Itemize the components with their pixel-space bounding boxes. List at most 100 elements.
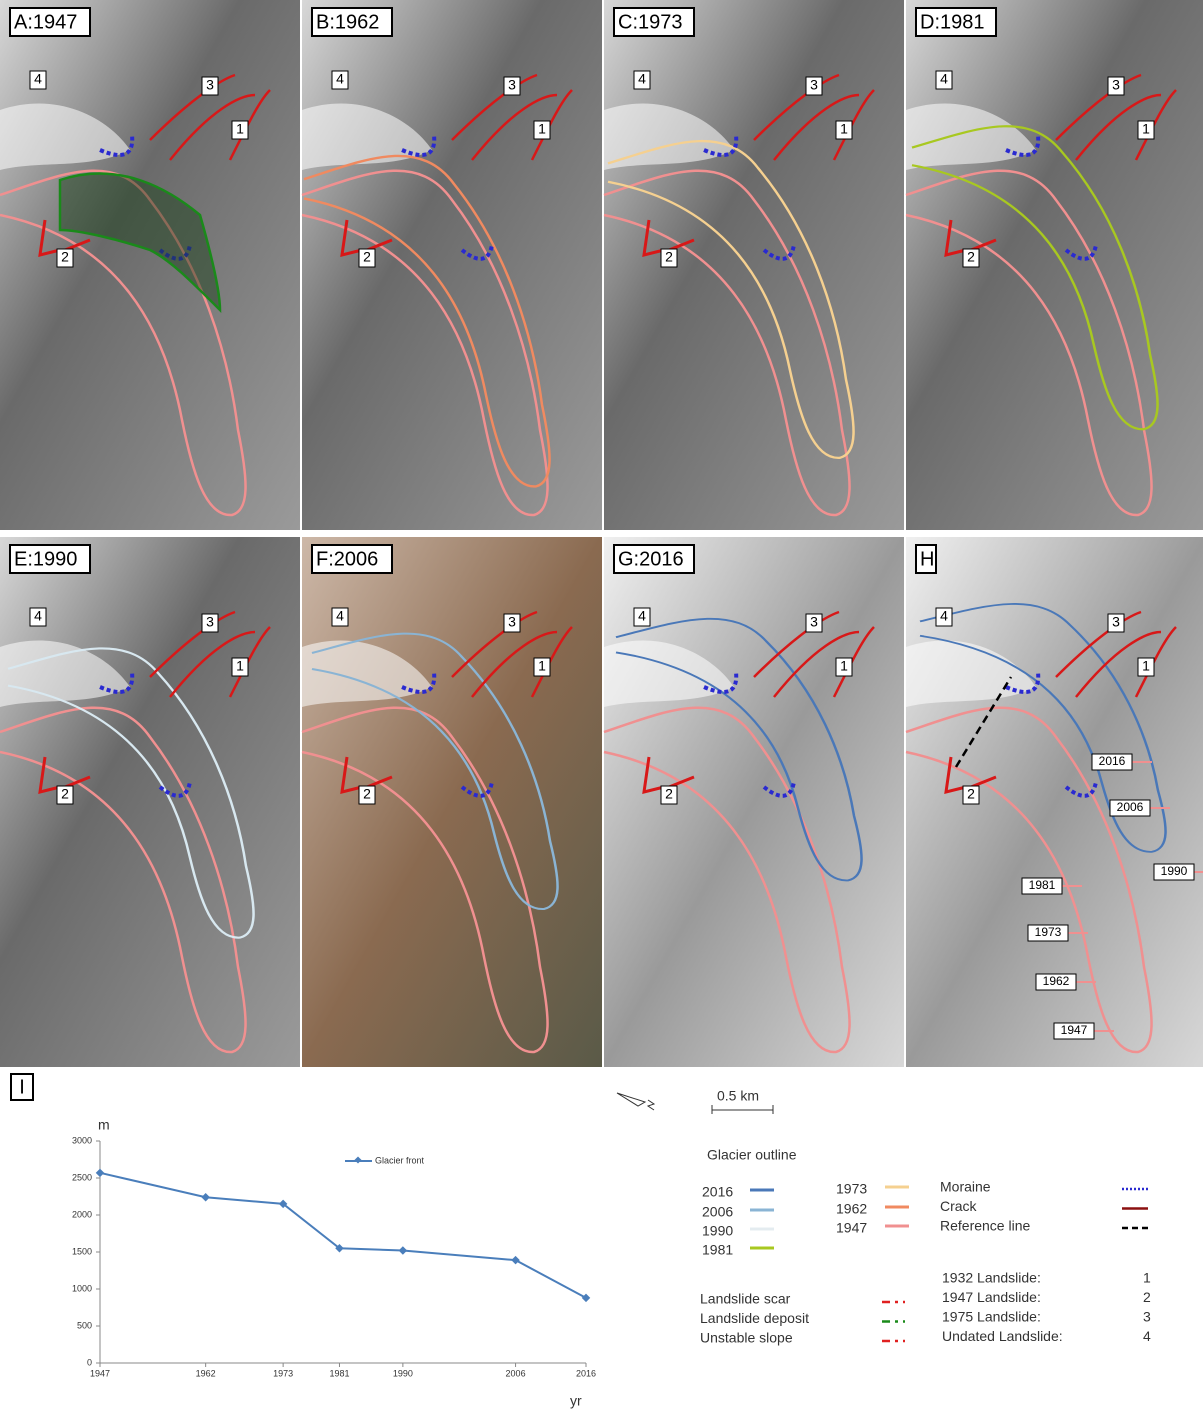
legend-label: Moraine	[940, 1179, 991, 1195]
map-panel: E:1990 4 3 1 2	[0, 537, 300, 1067]
landslide-marker: 1	[538, 658, 546, 674]
y-tick-label: 3000	[72, 1135, 92, 1145]
landslide-marker: 2	[967, 786, 975, 802]
map-panel: B:1962 4 3 1 2	[302, 0, 602, 530]
point	[201, 1193, 209, 1201]
map-panel: F:2006 4 3 1 2	[302, 537, 602, 1067]
legend-point	[354, 1156, 361, 1163]
legend-label: Glacier front	[375, 1155, 425, 1165]
x-axis-label: yr	[570, 1393, 582, 1409]
landslide-marker: 3	[206, 614, 214, 630]
y-axis-label: m	[98, 1117, 110, 1133]
legend-label: 2006	[702, 1204, 733, 1220]
panel-label: F:2006	[316, 548, 378, 570]
landslide-marker: 1	[538, 121, 546, 137]
y-tick-label: 2000	[72, 1209, 92, 1219]
landslide-marker: 1	[236, 658, 244, 674]
legend-label: 1975 Landslide:	[942, 1309, 1041, 1325]
legend-label: Crack	[940, 1198, 978, 1214]
legend-label: 2016	[702, 1184, 733, 1200]
y-tick-label: 2500	[72, 1172, 92, 1182]
legend-label: 1947 Landslide:	[942, 1289, 1041, 1305]
legend-id: 1	[1143, 1270, 1151, 1286]
panel-label: C:1973	[618, 11, 683, 33]
x-tick-label: 1973	[273, 1368, 293, 1378]
year-tag: 1973	[1035, 925, 1062, 939]
landslide-marker: 2	[61, 786, 69, 802]
point	[511, 1256, 519, 1264]
year-tag: 1962	[1043, 974, 1070, 988]
legend-label: 1932 Landslide:	[942, 1270, 1041, 1286]
landslide-marker: 4	[336, 71, 344, 87]
x-tick-label: 1981	[329, 1368, 349, 1378]
landslide-marker: 4	[34, 71, 42, 87]
legend: 0.5 km Glacier outline 2016 2006 1990 1981 197…	[617, 1088, 1151, 1346]
legend-label: 1962	[836, 1201, 867, 1217]
x-tick-label: 1947	[90, 1368, 110, 1378]
y-tick-label: 1500	[72, 1246, 92, 1256]
map-panel: H 4 3 1 2 2016 2006 1990 1981 1973 1962 1947	[906, 537, 1203, 1067]
panel-label: H	[920, 548, 934, 570]
legend-label: Reference line	[940, 1218, 1030, 1234]
landslide-marker: 2	[363, 249, 371, 265]
landslide-marker: 3	[508, 614, 516, 630]
legend-label: 1990	[702, 1223, 733, 1239]
landslide-marker: 1	[1142, 658, 1150, 674]
year-tag: 1990	[1161, 864, 1188, 878]
legend-title: Glacier outline	[707, 1147, 797, 1163]
legend-label: 1981	[702, 1242, 733, 1258]
landslide-marker: 4	[34, 608, 42, 624]
landslide-marker: 3	[810, 77, 818, 93]
landslide-marker: 2	[665, 786, 673, 802]
year-tag: 1947	[1061, 1023, 1088, 1037]
legend-label: Undated Landslide:	[942, 1328, 1063, 1344]
landslide-marker: 4	[336, 608, 344, 624]
landslide-marker: 2	[363, 786, 371, 802]
x-tick-label: 1962	[196, 1368, 216, 1378]
legend-label: 1973	[836, 1181, 867, 1197]
panel-label: B:1962	[316, 11, 379, 33]
point	[399, 1246, 407, 1254]
legend-label: Unstable slope	[700, 1330, 793, 1346]
landslide-marker: 1	[840, 121, 848, 137]
landslide-marker: 1	[1142, 121, 1150, 137]
panel-label: E:1990	[14, 548, 77, 570]
scale-bar	[712, 1105, 773, 1114]
map-panel: C:1973 4 3 1 2	[604, 0, 904, 530]
point	[96, 1169, 104, 1177]
legend-id: 3	[1143, 1309, 1151, 1325]
landslide-marker: 3	[508, 77, 516, 93]
panel-label: G:2016	[618, 548, 684, 570]
front-chart: Imyr050010001500200025003000194719621973…	[11, 1074, 596, 1409]
landslide-marker: 1	[840, 658, 848, 674]
year-tag: 1981	[1029, 878, 1056, 892]
legend-label: Landslide deposit	[700, 1310, 809, 1326]
landslide-marker: 4	[638, 608, 646, 624]
landslide-marker: 4	[638, 71, 646, 87]
north-arrow	[617, 1093, 654, 1110]
point	[582, 1294, 590, 1302]
legend-label: 1947	[836, 1220, 867, 1236]
x-tick-label: 2006	[506, 1368, 526, 1378]
y-tick-label: 500	[77, 1320, 92, 1330]
series-line	[100, 1173, 586, 1298]
year-tag: 2016	[1099, 754, 1126, 768]
panel-label: A:1947	[14, 11, 77, 33]
legend-label: Landslide scar	[700, 1291, 791, 1307]
landslide-marker: 4	[940, 71, 948, 87]
figure: A:19474312B:19624312C:19734312D:19814312…	[0, 0, 1203, 1414]
year-tag: 2006	[1117, 800, 1144, 814]
landslide-marker: 3	[1112, 77, 1120, 93]
legend-id: 2	[1143, 1289, 1151, 1305]
y-tick-label: 0	[87, 1357, 92, 1367]
landslide-marker: 3	[1112, 614, 1120, 630]
landslide-marker: 4	[940, 608, 948, 624]
scale-label: 0.5 km	[717, 1088, 759, 1104]
legend-id: 4	[1143, 1328, 1151, 1344]
landslide-marker: 2	[665, 249, 673, 265]
y-tick-label: 1000	[72, 1283, 92, 1293]
landslide-marker: 2	[967, 249, 975, 265]
